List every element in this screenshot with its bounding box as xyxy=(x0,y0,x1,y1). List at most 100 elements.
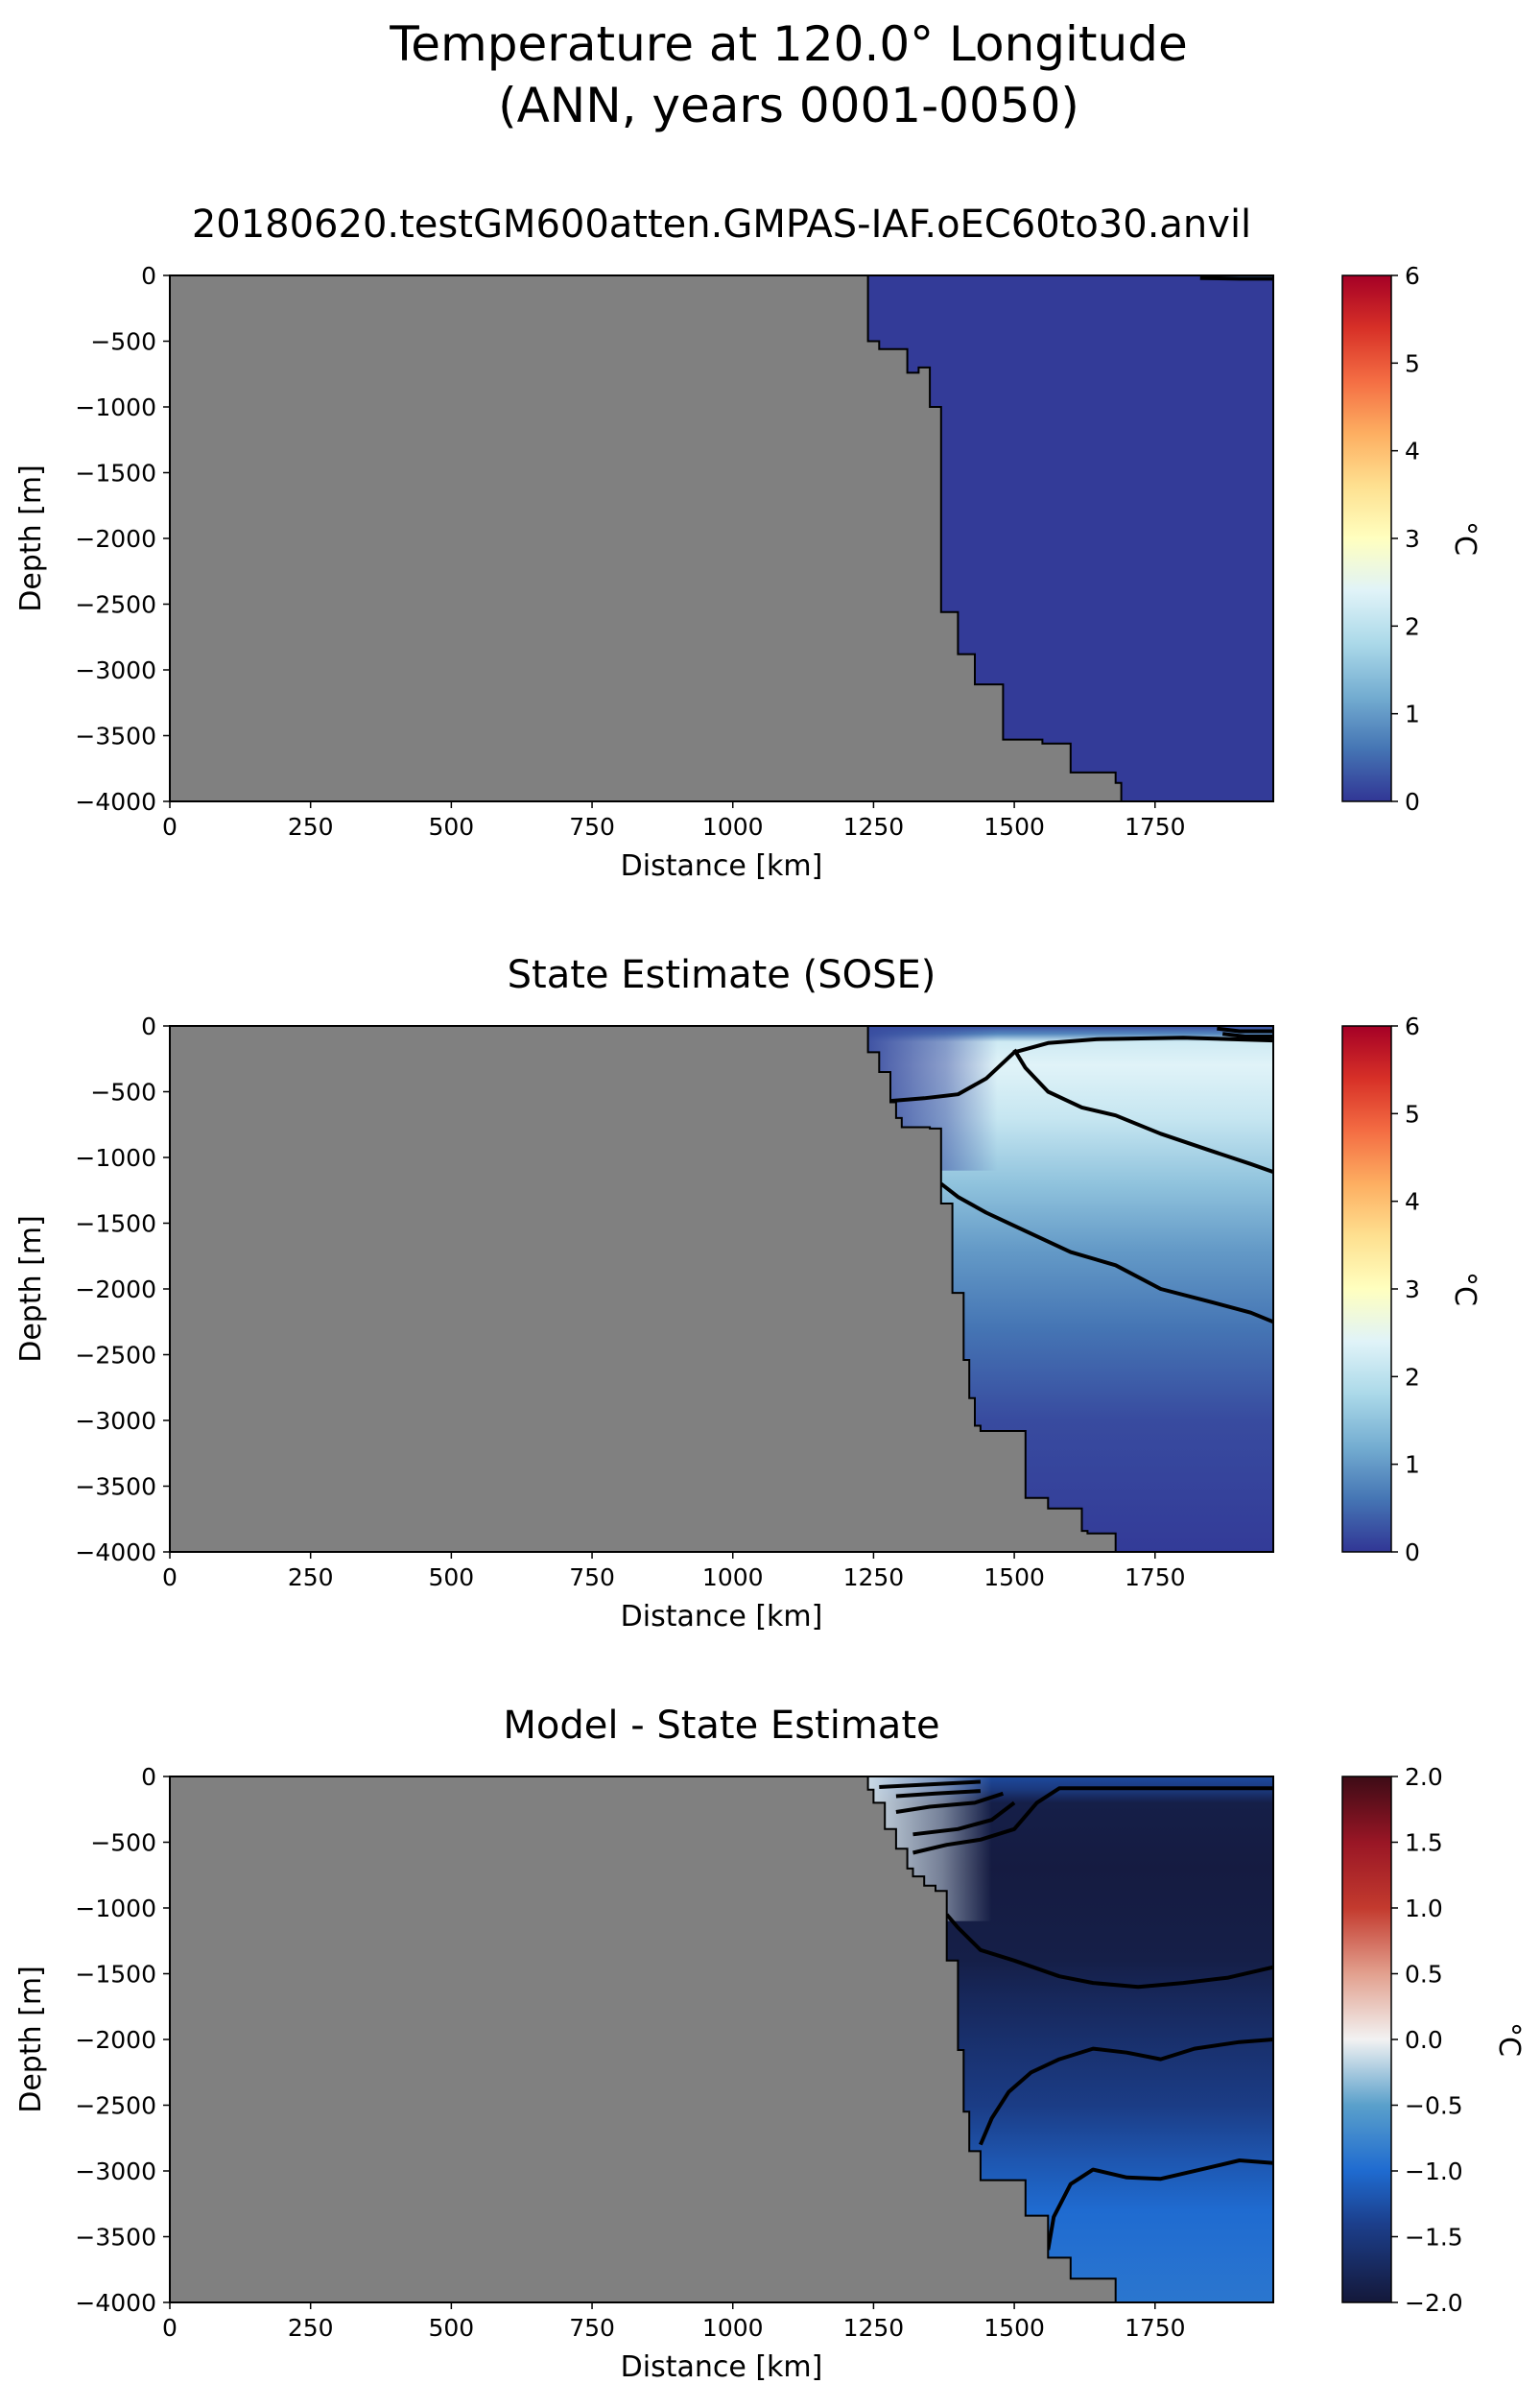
y-tick-label: 0 xyxy=(141,1763,156,1791)
x-tick-label: 1000 xyxy=(702,813,764,841)
x-tick-label: 1750 xyxy=(1125,813,1186,841)
land-mask xyxy=(169,1776,1117,2303)
colorbar-tick-label: −1.5 xyxy=(1405,2224,1463,2252)
y-tick-label: −2500 xyxy=(75,2092,156,2120)
colorbar-scale xyxy=(1341,274,1392,802)
colorbar-tick-label: 2 xyxy=(1405,1363,1420,1391)
figure-title-line2: (ANN, years 0001-0050) xyxy=(498,78,1079,133)
x-tick-label: 1750 xyxy=(1125,1563,1186,1591)
y-axis-label: Depth [m] xyxy=(14,1215,48,1363)
y-tick-label: −1500 xyxy=(75,460,156,488)
y-tick-label: −2000 xyxy=(75,2026,156,2054)
y-axis-label: Depth [m] xyxy=(14,465,48,612)
contour-line xyxy=(1217,1026,1273,1034)
colorbar: 0 1 2 3 4 5 6 °C xyxy=(1341,1013,1481,1566)
panel-1: 20180620.testGM600atten.GMPAS-IAF.oEC60t… xyxy=(14,203,1481,883)
x-axis-label: Distance [km] xyxy=(621,1600,823,1633)
y-tick-label: −3000 xyxy=(75,656,156,684)
colorbar-tick-label: 0 xyxy=(1405,788,1420,816)
colorbar-tick-label: 1.5 xyxy=(1405,1829,1443,1857)
contour-line xyxy=(879,1779,982,1789)
x-tick-label: 750 xyxy=(569,1563,615,1591)
colorbar: 0 1 2 3 4 5 6 °C xyxy=(1341,262,1481,816)
colorbar-scale xyxy=(1341,1776,1392,2303)
colorbar-tick-label: −0.5 xyxy=(1405,2092,1463,2120)
y-tick-label: −3500 xyxy=(75,1473,156,1501)
y-tick-label: −1500 xyxy=(75,1961,156,1989)
x-tick-label: 0 xyxy=(162,813,178,841)
y-tick-label: −1000 xyxy=(75,393,156,421)
colorbar-tick-label: −1.0 xyxy=(1405,2158,1463,2185)
colorbar-tick-label: 0.5 xyxy=(1405,1961,1443,1989)
colorbar-label: °C xyxy=(1492,2022,1526,2057)
x-tick-label: 0 xyxy=(162,2314,178,2342)
contour-line xyxy=(1012,1048,1274,1174)
contour-line xyxy=(912,1786,1273,1855)
colorbar-label: °C xyxy=(1448,521,1481,556)
y-tick-label: −1000 xyxy=(75,1144,156,1172)
y-tick-label: −500 xyxy=(90,1079,156,1107)
x-tick-label: 1500 xyxy=(983,813,1045,841)
contour-line xyxy=(912,1800,1016,1837)
x-tick-label: 1000 xyxy=(702,1563,764,1591)
colorbar-tick-label: 4 xyxy=(1405,438,1420,465)
x-tick-label: 250 xyxy=(288,2314,334,2342)
contour-line xyxy=(1221,1032,1273,1038)
colorbar-scale xyxy=(1341,1025,1392,1553)
colorbar-tick-label: 6 xyxy=(1405,262,1420,290)
y-tick-label: −2000 xyxy=(75,525,156,553)
y-tick-label: −3500 xyxy=(75,2224,156,2252)
colorbar-tick-label: 2 xyxy=(1405,612,1420,640)
contour-line xyxy=(1046,2158,1274,2251)
contour-line xyxy=(945,1913,1274,1990)
y-tick-label: −3000 xyxy=(75,2158,156,2185)
y-tick-label: −500 xyxy=(90,328,156,356)
land-mask xyxy=(169,1025,1117,1553)
x-tick-label: 500 xyxy=(429,2314,475,2342)
land-mask xyxy=(169,274,1123,802)
colorbar-tick-label: 1 xyxy=(1405,1451,1420,1479)
colorbar-tick-label: 3 xyxy=(1405,1276,1420,1303)
colorbar-tick-label: 1 xyxy=(1405,701,1420,728)
colorbar-tick-label: 3 xyxy=(1405,525,1420,553)
contour-line xyxy=(1199,275,1273,281)
y-tick-label: −1500 xyxy=(75,1210,156,1238)
colorbar-tick-label: 5 xyxy=(1405,1100,1420,1128)
colorbar-tick-label: 6 xyxy=(1405,1013,1420,1040)
x-axis-label: Distance [km] xyxy=(621,849,823,883)
x-tick-label: 750 xyxy=(569,2314,615,2342)
colorbar-label: °C xyxy=(1448,1272,1481,1306)
x-tick-label: 1750 xyxy=(1125,2314,1186,2342)
x-tick-label: 1250 xyxy=(843,2314,905,2342)
y-axis-label: Depth [m] xyxy=(14,1966,48,2113)
x-tick-label: 0 xyxy=(162,1563,178,1591)
x-tick-label: 750 xyxy=(569,813,615,841)
y-tick-label: −3500 xyxy=(75,723,156,751)
y-tick-label: −1000 xyxy=(75,1895,156,1922)
x-axis-label: Distance [km] xyxy=(621,2350,823,2384)
y-tick-label: −2500 xyxy=(75,1342,156,1370)
x-tick-label: 250 xyxy=(288,813,334,841)
x-tick-label: 500 xyxy=(429,813,475,841)
panel-title: State Estimate (SOSE) xyxy=(508,953,936,997)
y-tick-label: −500 xyxy=(90,1829,156,1857)
x-tick-label: 1000 xyxy=(702,2314,764,2342)
y-tick-label: −4000 xyxy=(75,1538,156,1566)
x-tick-label: 1500 xyxy=(983,1563,1045,1591)
colorbar-tick-label: −2.0 xyxy=(1405,2289,1463,2317)
colorbar: 2.0 1.5 1.0 0.5 0.0 −0.5 −1.0 −1.5 −2.0 °C xyxy=(1341,1763,1526,2317)
contour-line xyxy=(979,2038,1274,2146)
x-tick-label: 1250 xyxy=(843,813,905,841)
y-tick-label: 0 xyxy=(141,1013,156,1040)
panel-title: Model - State Estimate xyxy=(503,1704,939,1748)
y-tick-label: −2000 xyxy=(75,1276,156,1303)
x-tick-label: 1500 xyxy=(983,2314,1045,2342)
y-tick-label: −2500 xyxy=(75,591,156,619)
y-tick-label: −4000 xyxy=(75,2289,156,2317)
colorbar-tick-label: 0.0 xyxy=(1405,2026,1443,2054)
contour-line xyxy=(895,1791,1005,1814)
colorbar-tick-label: 4 xyxy=(1405,1188,1420,1216)
y-tick-label: −3000 xyxy=(75,1407,156,1435)
x-tick-label: 1250 xyxy=(843,1563,905,1591)
